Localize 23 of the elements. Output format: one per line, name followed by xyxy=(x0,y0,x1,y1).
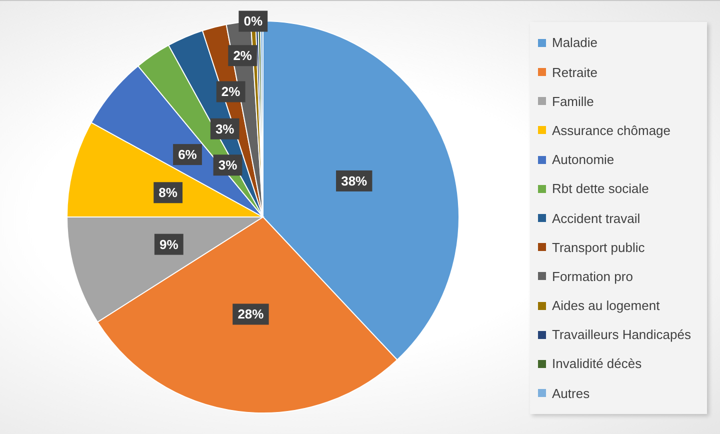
data-label: 2% xyxy=(221,84,241,100)
legend-label: Invalidité décès xyxy=(552,356,642,372)
legend-label: Retraite xyxy=(552,64,598,80)
data-label: 28% xyxy=(238,306,264,322)
data-label: 3% xyxy=(215,121,235,136)
legend-label: Assurance chômage xyxy=(552,122,671,138)
data-label: 8% xyxy=(158,185,178,200)
legend-label: Maladie xyxy=(552,35,598,50)
legend-label: Accident travail xyxy=(552,210,640,226)
legend-label: Rbt dette sociale xyxy=(552,181,649,196)
legend-label: Famille xyxy=(552,94,594,109)
data-label: 2% xyxy=(233,48,252,64)
legend-label: Autres xyxy=(552,386,590,401)
data-label: 3% xyxy=(218,158,238,173)
data-label: 38% xyxy=(341,173,368,188)
data-label: 6% xyxy=(178,147,198,162)
legend-label: Autonomie xyxy=(552,152,614,168)
legend-label: Aides au logement xyxy=(552,298,660,314)
legend-label: Transport public xyxy=(552,240,645,255)
legend-label: Travailleurs Handicapés xyxy=(552,327,691,342)
data-label: 9% xyxy=(159,236,179,252)
data-label: 0% xyxy=(244,14,263,29)
legend-label: Formation pro xyxy=(552,268,633,284)
